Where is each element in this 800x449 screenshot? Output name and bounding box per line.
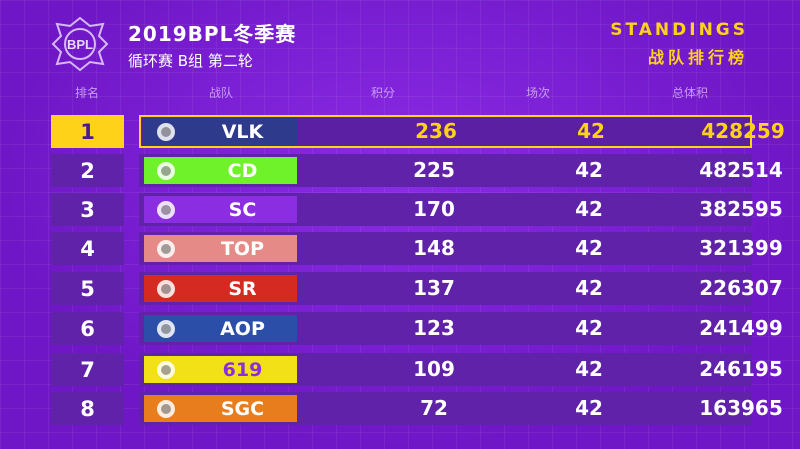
column-header-matches: 场次 xyxy=(525,86,551,100)
matches-value: 42 xyxy=(575,357,603,381)
team-name: VLK xyxy=(221,120,264,143)
header: BPL 2019BPL冬季赛 循环赛 B组 第二轮 STANDINGS 战队排行… xyxy=(0,0,800,80)
points-value: 236 xyxy=(415,119,457,143)
team-badge: SGC xyxy=(144,395,297,422)
team-name: SR xyxy=(228,277,257,300)
table-row: 8 SGC 72 42 163965 xyxy=(51,392,783,425)
table-row: 6 AOP 123 42 241499 xyxy=(51,312,783,345)
table-row: 7 619 109 42 246195 xyxy=(51,353,783,386)
points-value: 148 xyxy=(413,236,455,260)
team-badge: SR xyxy=(144,275,297,302)
row-data: CD 225 42 482514 xyxy=(139,154,783,187)
points-value: 72 xyxy=(420,396,448,420)
team-name: CD xyxy=(227,159,258,182)
matches-value: 42 xyxy=(575,158,603,182)
points-value: 225 xyxy=(413,158,455,182)
column-header-rank: 排名 xyxy=(74,86,100,100)
rank-cell: 8 xyxy=(51,392,124,425)
rank-cell: 7 xyxy=(51,353,124,386)
rank-value: 8 xyxy=(80,396,95,421)
team-logo-icon xyxy=(144,315,188,342)
row-data: SR 137 42 226307 xyxy=(139,272,783,305)
rank-value: 3 xyxy=(80,197,95,222)
team-logo-icon xyxy=(144,118,188,145)
matches-value: 42 xyxy=(575,396,603,420)
team-name: SC xyxy=(228,198,257,221)
team-name: SGC xyxy=(220,397,265,420)
table-row: 1 VLK 236 42 428259 xyxy=(51,115,785,148)
bpl-logo: BPL xyxy=(47,14,113,74)
total-value: 382595 xyxy=(699,197,783,221)
row-data: VLK 236 42 428259 xyxy=(139,115,785,148)
table-row: 3 SC 170 42 382595 xyxy=(51,193,783,226)
column-header-points: 积分 xyxy=(370,86,396,100)
table-row: 4 TOP 148 42 321399 xyxy=(51,232,783,265)
team-name: 619 xyxy=(222,358,263,381)
rank-cell: 1 xyxy=(51,115,124,148)
total-value: 482514 xyxy=(699,158,783,182)
matches-value: 42 xyxy=(575,276,603,300)
row-data: TOP 148 42 321399 xyxy=(139,232,783,265)
team-badge: VLK xyxy=(144,118,297,145)
table-row: 2 CD 225 42 482514 xyxy=(51,154,783,187)
rank-cell: 5 xyxy=(51,272,124,305)
rank-value: 2 xyxy=(80,158,95,183)
rank-cell: 3 xyxy=(51,193,124,226)
rank-cell: 2 xyxy=(51,154,124,187)
table-row: 5 SR 137 42 226307 xyxy=(51,272,783,305)
team-badge: 619 xyxy=(144,356,297,383)
row-data: SC 170 42 382595 xyxy=(139,193,783,226)
team-logo-icon xyxy=(144,395,188,422)
team-name: AOP xyxy=(220,317,265,340)
rank-value: 5 xyxy=(80,276,95,301)
standings-label-cn: 战队排行榜 xyxy=(647,48,748,67)
rank-value: 4 xyxy=(80,236,95,261)
rank-value: 6 xyxy=(80,316,95,341)
points-value: 109 xyxy=(413,357,455,381)
total-value: 428259 xyxy=(701,119,785,143)
team-logo-icon xyxy=(144,157,188,184)
team-badge: TOP xyxy=(144,235,297,262)
matches-value: 42 xyxy=(575,197,603,221)
rank-cell: 6 xyxy=(51,312,124,345)
rank-value: 1 xyxy=(80,119,95,144)
total-value: 226307 xyxy=(699,276,783,300)
team-logo-icon xyxy=(144,275,188,302)
team-badge: CD xyxy=(144,157,297,184)
row-data: SGC 72 42 163965 xyxy=(139,392,783,425)
matches-value: 42 xyxy=(575,316,603,340)
total-value: 321399 xyxy=(699,236,783,260)
total-value: 241499 xyxy=(699,316,783,340)
total-value: 246195 xyxy=(699,357,783,381)
team-badge: AOP xyxy=(144,315,297,342)
page-subtitle: 循环赛 B组 第二轮 xyxy=(128,52,253,70)
team-logo-icon xyxy=(144,196,188,223)
total-value: 163965 xyxy=(699,396,783,420)
matches-value: 42 xyxy=(577,119,605,143)
points-value: 170 xyxy=(413,197,455,221)
svg-text:BPL: BPL xyxy=(67,37,93,52)
rank-cell: 4 xyxy=(51,232,124,265)
points-value: 123 xyxy=(413,316,455,340)
team-logo-icon xyxy=(144,356,188,383)
points-value: 137 xyxy=(413,276,455,300)
rank-value: 7 xyxy=(80,357,95,382)
standings-label-en: STANDINGS xyxy=(610,20,748,40)
team-logo-icon xyxy=(144,235,188,262)
page-title: 2019BPL冬季赛 xyxy=(128,22,297,46)
matches-value: 42 xyxy=(575,236,603,260)
column-header-total: 总体积 xyxy=(671,86,709,100)
row-data: AOP 123 42 241499 xyxy=(139,312,783,345)
column-header-team: 战队 xyxy=(208,86,234,100)
team-name: TOP xyxy=(220,237,265,260)
team-badge: SC xyxy=(144,196,297,223)
row-data: 619 109 42 246195 xyxy=(139,353,783,386)
